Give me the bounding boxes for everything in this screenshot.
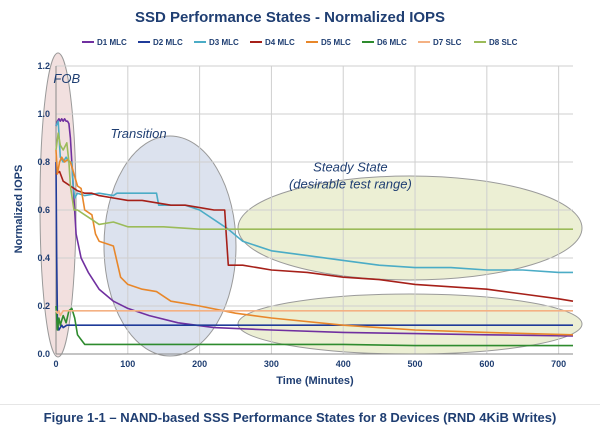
steady-state-region-upper [237,175,583,281]
annotation-2: Steady State [313,160,387,175]
y-tick-label: 0.2 [37,301,50,311]
series-line-d7-slc [55,309,573,317]
y-tick-label: 0.0 [37,349,50,359]
x-tick-label: 400 [336,359,351,369]
chart-title: SSD Performance States - Normalized IOPS [135,9,445,26]
legend-item: D2 MLC [153,38,183,47]
y-tick-label: 1.2 [37,61,50,71]
x-tick-label: 600 [479,359,494,369]
x-tick-label: 700 [551,359,566,369]
y-tick-label: 0.6 [37,205,50,215]
tick-labels: 0 100 200 300 400 500 600 700 0.0 0.2 0.4 0.6 0.8 1.0… [37,61,566,369]
figure-caption: Figure 1-1 – NAND-based SSS Performance … [43,410,557,425]
chart-frame: SSD Performance States - Normalized IOPS… [0,9,600,405]
annotation-0: FOB [53,71,80,86]
x-tick-label: 200 [192,359,207,369]
x-tick-label: 100 [120,359,135,369]
chart-svg: SSD Performance States - Normalized IOPS… [13,9,583,387]
transition-region [103,135,237,357]
x-tick-label: 300 [264,359,279,369]
y-tick-label: 1.0 [37,109,50,119]
series-line-d6-mlc [55,305,573,347]
series-line-d1-mlc [55,118,574,337]
legend-item: D7 SLC [433,38,462,47]
legend-item: D6 MLC [377,38,407,47]
y-tick-label: 0.8 [37,157,50,167]
legend-item: D5 MLC [321,38,351,47]
x-tick-label: 0 [53,359,58,369]
chart-annotations: FOB Transition Steady State(desirable test… [53,71,411,192]
series-line-d4-mlc [55,170,574,302]
y-axis-label: Normalized IOPS [13,165,25,254]
annotation-1: Transition [111,126,167,141]
state-regions [39,52,583,358]
x-axis-label: Time (Minutes) [276,375,354,387]
fob-region [39,52,77,358]
legend-item: D3 MLC [209,38,239,47]
y-tick-label: 0.4 [37,253,50,263]
legend-item: D4 MLC [265,38,295,47]
chart-legend: D1 MLC D2 MLC D3 MLC D4 MLC D5 MLC D6 MLC D7 S… [82,38,518,47]
series-lines [55,118,574,347]
series-line-d5-mlc [55,149,574,336]
x-tick-label: 500 [408,359,423,369]
legend-item: D1 MLC [97,38,127,47]
legend-item: D8 SLC [489,38,518,47]
series-line-d8-slc [55,132,573,230]
annotation-3: (desirable test range) [289,176,412,191]
